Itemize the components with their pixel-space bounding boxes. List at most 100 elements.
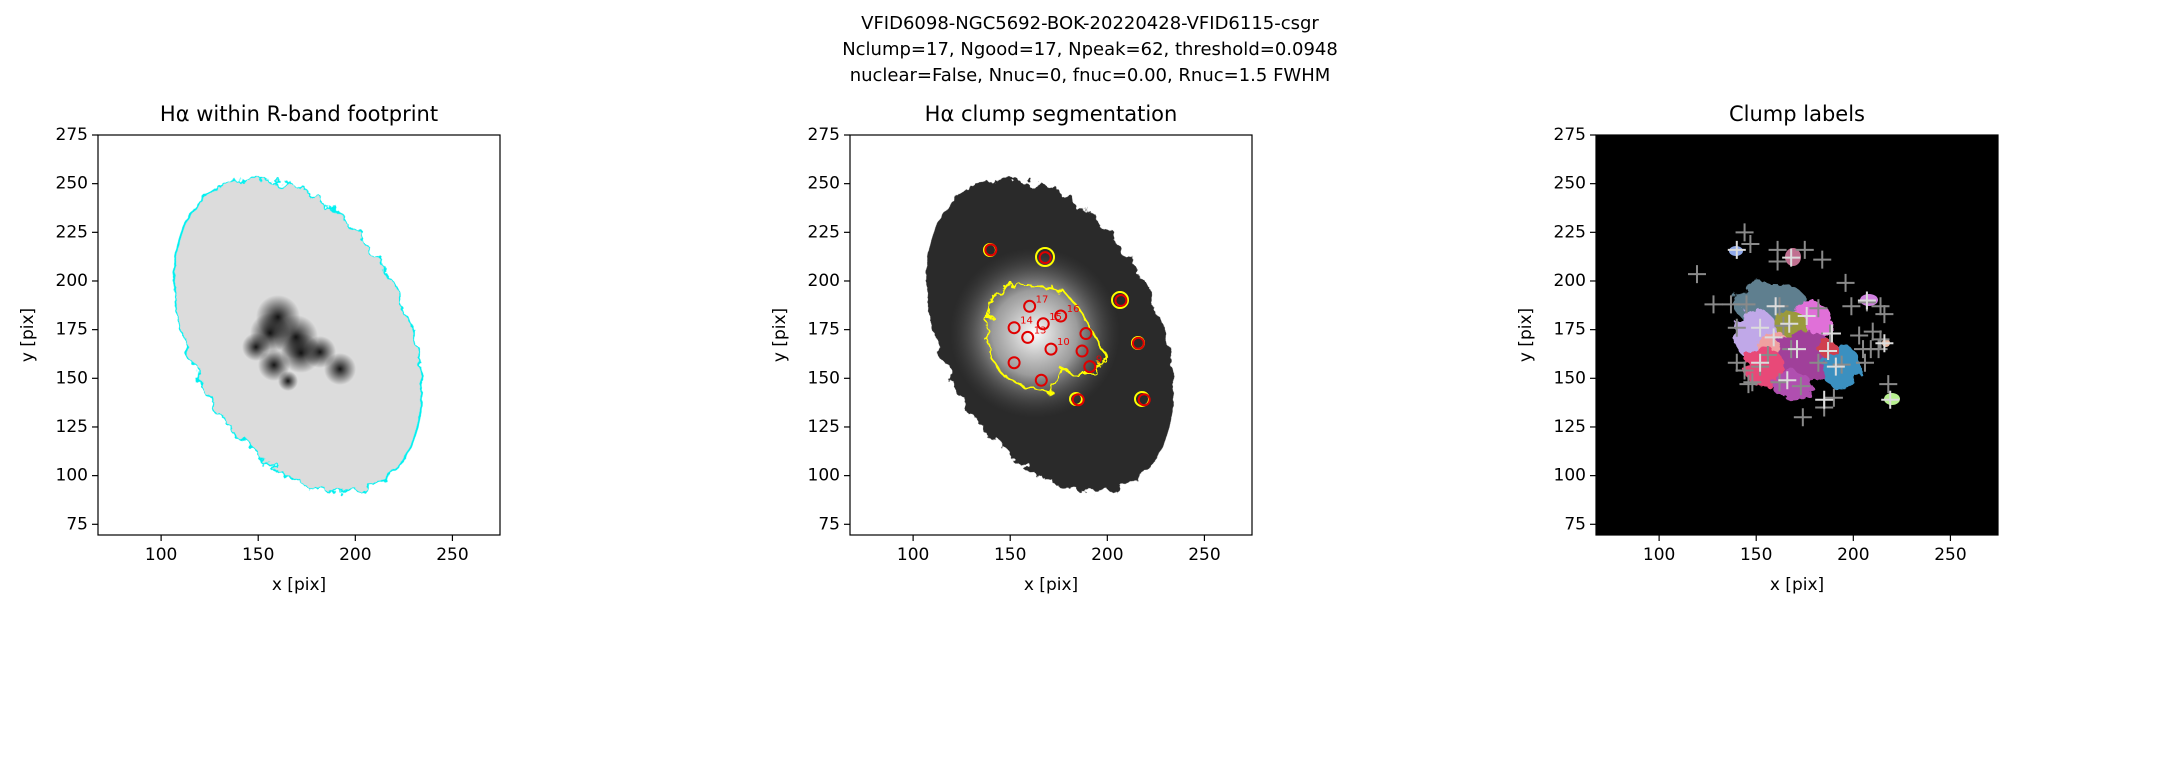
peak-marker <box>1768 252 1787 271</box>
clump-center-marker <box>1797 307 1816 326</box>
clump-marker <box>1023 299 1037 313</box>
peak-marker <box>1735 361 1754 380</box>
y-tick-label: 75 <box>66 514 88 534</box>
clump-center-marker <box>1782 248 1801 267</box>
y-tick-label: 225 <box>808 222 840 242</box>
x-axis-label: x [pix] <box>1024 575 1078 595</box>
peak-marker <box>1809 353 1828 372</box>
figure-title: nuclear=False, Nnuc=0, fnuc=0.00, Rnuc=1… <box>850 65 1331 86</box>
peak-marker <box>1836 273 1855 292</box>
peak-marker <box>1863 322 1882 341</box>
peak-marker <box>1770 373 1789 392</box>
peak-marker <box>1721 295 1740 314</box>
x-tick-label: 250 <box>1934 545 1966 565</box>
clump-label: 16 <box>1067 304 1080 315</box>
y-tick-label: 75 <box>818 514 840 534</box>
clump-marker <box>1044 342 1058 356</box>
peak-marker <box>1875 305 1894 324</box>
y-tick-label: 75 <box>1564 514 1586 534</box>
clump-label: 10 <box>1057 337 1070 348</box>
x-tick-label: 200 <box>339 545 371 565</box>
peak-marker <box>1758 345 1777 364</box>
clump-center-marker <box>1881 390 1900 409</box>
image-panel-2 <box>850 135 1252 535</box>
y-tick-label: 100 <box>1554 466 1586 486</box>
y-tick-label: 250 <box>808 174 840 194</box>
x-tick-label: 150 <box>242 545 274 565</box>
panel-title: Hα within R-band footprint <box>160 102 438 126</box>
clump-center-marker <box>1819 342 1838 361</box>
y-tick-label: 250 <box>56 174 88 194</box>
clump-center-marker <box>1875 334 1894 353</box>
clump-center-marker <box>1857 291 1876 310</box>
peak-marker <box>1739 375 1758 394</box>
x-tick-label: 100 <box>1643 545 1675 565</box>
x-tick-label: 100 <box>145 545 177 565</box>
axes-frame <box>849 134 1253 536</box>
peak-marker <box>1793 408 1812 427</box>
y-tick-label: 175 <box>808 320 840 340</box>
clump-center-marker <box>1727 240 1746 259</box>
clump-label: 9 <box>1096 355 1102 366</box>
peak-marker <box>1737 295 1756 314</box>
peak-marker <box>1727 318 1746 337</box>
figure-title: VFID6098-NGC5692-BOK-20220428-VFID6115-c… <box>861 13 1319 34</box>
x-tick-label: 200 <box>1091 545 1123 565</box>
clump-marker <box>1137 393 1151 407</box>
x-tick-label: 150 <box>1740 545 1772 565</box>
peak-marker <box>1704 295 1723 314</box>
peak-marker <box>1824 388 1843 407</box>
clump-center-marker <box>1751 318 1770 337</box>
clump-center-marker <box>1815 390 1834 409</box>
peak-marker <box>1842 297 1861 316</box>
clump-marker <box>984 243 998 257</box>
x-axis-label: x [pix] <box>1770 575 1824 595</box>
peak-marker <box>1871 330 1890 349</box>
image-panel-3 <box>1596 135 1998 535</box>
y-tick-label: 175 <box>56 320 88 340</box>
y-axis-label: y [pix] <box>18 308 38 362</box>
peak-marker <box>1850 326 1869 345</box>
clump-center-marker <box>1751 353 1770 372</box>
clump-label: 13 <box>1034 325 1047 336</box>
clump-label: 15 <box>1049 312 1062 323</box>
clump-marker <box>1071 393 1085 407</box>
clump-center-marker <box>1822 324 1841 343</box>
clump-marker <box>1054 309 1068 323</box>
axes-frame <box>1595 134 1999 536</box>
axes-frame <box>97 134 501 536</box>
clump-marker <box>1131 336 1145 350</box>
clump-marker <box>1034 373 1048 387</box>
x-tick-label: 200 <box>1837 545 1869 565</box>
y-tick-label: 100 <box>56 466 88 486</box>
peak-marker <box>1727 353 1746 372</box>
peak-marker <box>1687 265 1706 284</box>
clump-marker <box>1038 251 1052 265</box>
y-tick-label: 200 <box>1554 271 1586 291</box>
y-tick-label: 150 <box>1554 368 1586 388</box>
y-axis-label: y [pix] <box>1516 308 1536 362</box>
clump-label: 14 <box>1020 316 1033 327</box>
peak-marker <box>1735 223 1754 242</box>
clump-center-marker <box>1788 340 1806 359</box>
y-tick-label: 225 <box>1554 222 1586 242</box>
clump-center-marker <box>1764 328 1783 347</box>
clump-marker <box>1007 356 1021 370</box>
clump-marker <box>1007 321 1021 335</box>
y-tick-label: 150 <box>56 368 88 388</box>
y-tick-label: 250 <box>1554 174 1586 194</box>
y-tick-label: 125 <box>808 417 840 437</box>
peak-marker <box>1741 235 1760 254</box>
peak-marker <box>1855 353 1874 372</box>
x-tick-label: 250 <box>436 545 468 565</box>
peak-marker <box>1813 250 1832 269</box>
clump-marker <box>1075 344 1089 358</box>
peak-marker <box>1809 299 1828 318</box>
y-tick-label: 225 <box>56 222 88 242</box>
y-tick-label: 275 <box>56 125 88 145</box>
y-tick-label: 275 <box>808 125 840 145</box>
clump-center-marker <box>1780 314 1799 333</box>
x-tick-label: 100 <box>897 545 929 565</box>
image-panel-1 <box>98 135 500 535</box>
peak-marker <box>1795 240 1814 259</box>
